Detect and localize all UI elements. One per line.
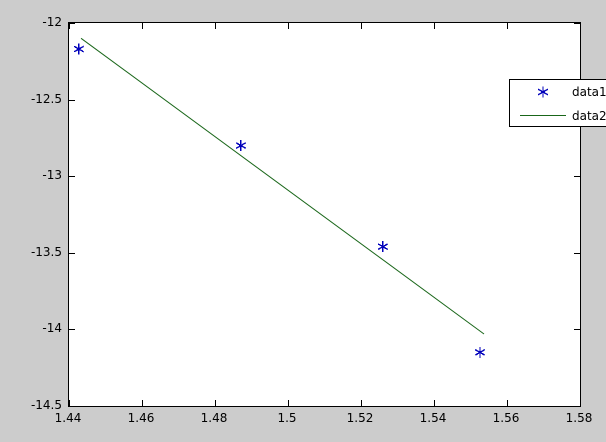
x-tick-top-1.54 <box>434 23 435 29</box>
x-tick-top-1.56 <box>507 23 508 29</box>
x-tick-label-1.54: 1.54 <box>419 411 447 425</box>
x-tick-label-1.46: 1.46 <box>127 411 155 425</box>
x-tick-1.56 <box>507 400 508 406</box>
legend-sample-data1 <box>516 80 568 104</box>
x-tick-top-1.46 <box>142 23 143 29</box>
x-tick-label-1.44: 1.44 <box>54 411 82 425</box>
x-tick-top-1.58 <box>580 23 581 29</box>
y-tick-right--13.5 <box>574 252 580 254</box>
y-tick-right--13 <box>574 176 580 178</box>
x-tick-1.44 <box>69 400 70 406</box>
x-tick-label-1.5: 1.5 <box>277 411 297 425</box>
y-tick-label--13: -13 <box>42 168 62 183</box>
x-tick-label-1.58: 1.58 <box>565 411 593 425</box>
series-line-data2 <box>80 37 485 335</box>
x-tick-top-1.44 <box>69 23 70 29</box>
y-tick-label--12.5: -12.5 <box>30 91 62 106</box>
x-tick-1.58 <box>580 400 581 406</box>
data-marker-data1 <box>474 346 486 358</box>
x-tick-label-1.56: 1.56 <box>492 411 520 425</box>
x-tick-1.48 <box>215 400 216 406</box>
x-tick-top-1.52 <box>361 23 362 29</box>
y-tick-right--14 <box>574 329 580 331</box>
plot-legend[interactable]: data1 data2 <box>509 79 606 127</box>
legend-line-swatch <box>520 115 566 116</box>
x-tick-1.54 <box>434 400 435 406</box>
legend-label-data1: data1 <box>572 85 606 99</box>
y-tick-label--13.5: -13.5 <box>30 244 62 259</box>
x-tick-1.46 <box>142 400 143 406</box>
x-tick-label-1.52: 1.52 <box>346 411 374 425</box>
y-tick--14.5 <box>69 406 75 407</box>
x-tick-1.52 <box>361 400 362 406</box>
y-tick--12 <box>69 23 75 24</box>
data-marker-data1 <box>235 140 247 152</box>
x-tick-label-1.48: 1.48 <box>200 411 228 425</box>
legend-entry-data1[interactable]: data1 <box>510 80 606 104</box>
plot-axes-area: data1 data2 <box>68 22 606 407</box>
x-tick-top-1.48 <box>215 23 216 29</box>
y-tick-label--12: -12 <box>42 15 62 29</box>
y-tick--13 <box>69 176 75 178</box>
data-marker-data1 <box>73 43 84 55</box>
y-tick--14 <box>69 329 75 331</box>
x-tick-top-1.5 <box>288 23 289 29</box>
asterisk-icon <box>537 86 549 98</box>
x-tick-1.5 <box>288 400 289 406</box>
plot-canvas <box>73 37 486 358</box>
y-tick--12.5 <box>69 99 75 101</box>
data-marker-data1 <box>377 241 389 253</box>
legend-sample-data2 <box>516 104 568 128</box>
y-tick--13.5 <box>69 252 75 254</box>
y-tick-right--14.5 <box>574 406 580 407</box>
legend-label-data2: data2 <box>572 109 606 123</box>
y-tick-right--12 <box>574 23 580 24</box>
y-tick-label--14.5: -14.5 <box>30 398 62 412</box>
y-tick-label--14: -14 <box>42 321 62 336</box>
legend-entry-data2[interactable]: data2 <box>510 104 606 128</box>
